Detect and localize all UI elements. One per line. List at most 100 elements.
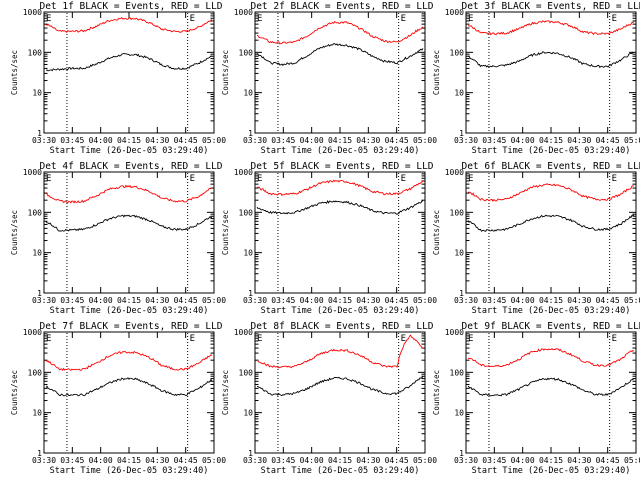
x-tick-label: 04:45: [385, 136, 409, 145]
y-tick-label: 100: [28, 208, 43, 217]
x-tick-label: 04:45: [385, 296, 409, 305]
series-line-events: [467, 214, 635, 232]
x-tick-label: 04:00: [300, 296, 324, 305]
x-axis-label: Start Time (26-Dec-05 03:29:40): [472, 466, 631, 476]
y-tick-label: 1: [248, 449, 253, 458]
series-line-lld: [256, 179, 424, 196]
y-tick-label: 10: [454, 89, 464, 98]
x-tick-label: 05:00: [202, 296, 226, 305]
plot-frame: [465, 331, 637, 454]
x-axis-label: Start Time (26-Dec-05 03:29:40): [472, 146, 631, 156]
y-tick-label: 100: [450, 208, 465, 217]
plot-frame: [43, 331, 215, 454]
x-axis-label: Start Time (26-Dec-05 03:29:40): [50, 146, 209, 156]
y-axis-label: Counts/sec: [10, 370, 19, 415]
chart-panel: Det 8f BLACK = Events, RED = LLD 1 10 100 10…: [221, 321, 437, 476]
y-axis-label: Counts/sec: [432, 50, 441, 95]
x-tick-label: 03:30: [243, 296, 267, 305]
y-tick-label: 100: [239, 208, 254, 217]
x-axis-label: Start Time (26-Dec-05 03:29:40): [261, 306, 420, 316]
y-axis-label: Counts/sec: [10, 50, 19, 95]
x-tick-label: 03:30: [32, 296, 56, 305]
x-tick-label: 04:30: [145, 136, 169, 145]
series-line-lld: [45, 350, 213, 372]
chart-title: Det 3f BLACK = Events, RED = LLD: [461, 1, 640, 12]
x-tick-label: 04:15: [539, 456, 563, 465]
y-tick-label: 10: [243, 409, 253, 418]
x-tick-label: 03:30: [243, 456, 267, 465]
event-marker-label: E: [257, 334, 262, 344]
x-tick-label: 03:45: [482, 296, 506, 305]
chart-panel: Det 6f BLACK = Events, RED = LLD 1 10 100 10…: [432, 161, 640, 316]
y-tick-label: 1: [37, 289, 42, 298]
x-tick-label: 04:15: [328, 136, 352, 145]
y-axis-label: Counts/sec: [10, 210, 19, 255]
x-tick-label: 04:15: [539, 136, 563, 145]
chart-title: Det 1f BLACK = Events, RED = LLD: [39, 1, 222, 12]
x-tick-label: 04:45: [596, 296, 620, 305]
y-tick-label: 10: [243, 89, 253, 98]
plot-frame: [465, 171, 637, 294]
x-tick-label: 04:30: [567, 456, 591, 465]
event-marker-label: E: [468, 334, 473, 344]
x-tick-label: 04:15: [328, 296, 352, 305]
x-tick-label: 03:45: [60, 136, 84, 145]
x-tick-label: 03:30: [454, 456, 478, 465]
x-tick-label: 05:00: [413, 136, 437, 145]
x-tick-label: 05:00: [202, 456, 226, 465]
chart-title: Det 7f BLACK = Events, RED = LLD: [39, 321, 222, 332]
x-tick-label: 05:00: [202, 136, 226, 145]
x-tick-label: 04:15: [328, 456, 352, 465]
y-tick-label: 1: [248, 289, 253, 298]
y-tick-label: 1: [459, 289, 464, 298]
x-tick-label: 03:45: [60, 296, 84, 305]
x-axis-label: Start Time (26-Dec-05 03:29:40): [50, 466, 209, 476]
y-tick-label: 100: [239, 48, 254, 57]
series-line-events: [467, 377, 635, 397]
y-tick-label: 1000: [445, 328, 464, 337]
event-marker-label: E: [257, 174, 262, 184]
y-tick-label: 1000: [234, 168, 253, 177]
chart-title: Det 9f BLACK = Events, RED = LLD: [461, 321, 640, 332]
y-tick-label: 1: [459, 449, 464, 458]
series-line-lld: [45, 16, 213, 33]
event-marker-label: E: [612, 14, 617, 24]
series-line-lld: [467, 20, 635, 36]
x-tick-label: 04:00: [511, 136, 535, 145]
x-tick-label: 03:30: [243, 136, 267, 145]
y-tick-label: 1000: [23, 8, 42, 17]
y-tick-label: 100: [239, 368, 254, 377]
plot-frame: [43, 171, 215, 294]
event-marker-label: E: [46, 14, 51, 24]
y-tick-label: 1000: [445, 168, 464, 177]
x-tick-label: 03:45: [60, 456, 84, 465]
chart-title: Det 5f BLACK = Events, RED = LLD: [250, 161, 433, 172]
y-tick-label: 1000: [234, 328, 253, 337]
y-tick-label: 100: [28, 48, 43, 57]
series-line-lld: [467, 347, 635, 368]
y-tick-label: 100: [450, 368, 465, 377]
x-tick-label: 03:30: [32, 136, 56, 145]
x-axis-label: Start Time (26-Dec-05 03:29:40): [261, 146, 420, 156]
plot-frame: [465, 11, 637, 134]
chart-panel: Det 5f BLACK = Events, RED = LLD 1 10 100 10…: [221, 161, 437, 316]
plot-frame: [43, 11, 215, 134]
x-tick-label: 03:45: [482, 456, 506, 465]
chart-title: Det 2f BLACK = Events, RED = LLD: [250, 1, 433, 12]
event-marker-label: E: [257, 14, 262, 24]
y-tick-label: 1: [459, 129, 464, 138]
y-tick-label: 1: [37, 129, 42, 138]
x-tick-label: 04:15: [539, 296, 563, 305]
event-marker-label: E: [401, 14, 406, 24]
chart-panel: Det 9f BLACK = Events, RED = LLD 1 10 100 10…: [432, 321, 640, 476]
y-tick-label: 100: [28, 368, 43, 377]
chart-panel: Det 7f BLACK = Events, RED = LLD 1 10 100 10…: [10, 321, 226, 476]
x-axis-label: Start Time (26-Dec-05 03:29:40): [50, 306, 209, 316]
x-tick-label: 04:30: [356, 136, 380, 145]
x-tick-label: 04:45: [596, 136, 620, 145]
x-tick-label: 04:45: [174, 456, 198, 465]
x-tick-label: 05:00: [624, 136, 640, 145]
x-tick-label: 04:00: [89, 296, 113, 305]
y-tick-label: 1000: [234, 8, 253, 17]
